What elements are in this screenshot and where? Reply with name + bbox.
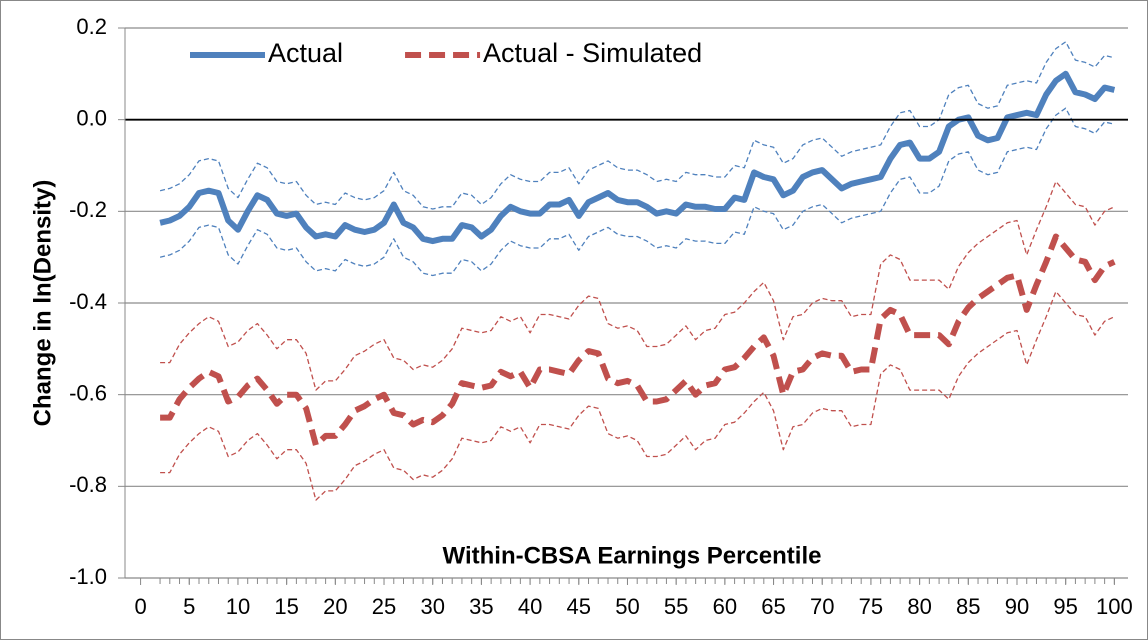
x-tick-label: 90 — [1005, 594, 1029, 619]
x-tick-label: 15 — [274, 594, 298, 619]
y-tick-label: -0.4 — [69, 289, 107, 314]
confidence-line — [160, 180, 1115, 391]
x-tick-label: 70 — [810, 594, 834, 619]
x-tick-label: 30 — [420, 594, 444, 619]
x-tick-label: 85 — [956, 594, 980, 619]
confidence-line — [159, 107, 1115, 277]
confidence-line — [160, 290, 1115, 501]
x-tick-label: 65 — [761, 594, 785, 619]
x-tick-label: 5 — [183, 594, 195, 619]
x-tick-label: 60 — [713, 594, 737, 619]
x-tick-label: 55 — [664, 594, 688, 619]
x-tick-label: 95 — [1053, 594, 1077, 619]
y-tick-label: -0.2 — [69, 197, 107, 222]
y-tick-label: 0.0 — [76, 105, 107, 130]
series-line — [160, 233, 1116, 449]
confidence-line — [159, 41, 1115, 210]
x-tick-label: 45 — [567, 594, 591, 619]
y-tick-label: -0.6 — [69, 380, 107, 405]
x-tick-label: 75 — [859, 594, 883, 619]
y-tick-label: -1.0 — [69, 564, 107, 589]
x-tick-label: 25 — [372, 594, 396, 619]
x-axis-title: Within-CBSA Earnings Percentile — [443, 542, 822, 569]
x-tick-label: 0 — [134, 594, 146, 619]
y-tick-label: 0.2 — [76, 14, 107, 39]
plot — [125, 41, 1128, 501]
x-tick-label: 100 — [1096, 594, 1133, 619]
axes: -1.0 -0.8 -0.6 -0.4 -0.2 0.0 0.2 0 5 10 15 20 25 30 35… — [69, 14, 1133, 619]
x-tick-label: 10 — [226, 594, 250, 619]
x-tick-label: 35 — [469, 594, 493, 619]
y-axis-title: Change in ln(Density) — [29, 180, 56, 427]
x-tick-label: 20 — [323, 594, 347, 619]
legend-label: Actual - Simulated — [483, 38, 702, 68]
y-tick-label: -0.8 — [69, 472, 107, 497]
x-tick-label: 40 — [518, 594, 542, 619]
x-tick-label: 50 — [615, 594, 639, 619]
x-tick-label: 80 — [907, 594, 931, 619]
series-line — [159, 70, 1116, 245]
legend-label: Actual — [268, 38, 343, 68]
